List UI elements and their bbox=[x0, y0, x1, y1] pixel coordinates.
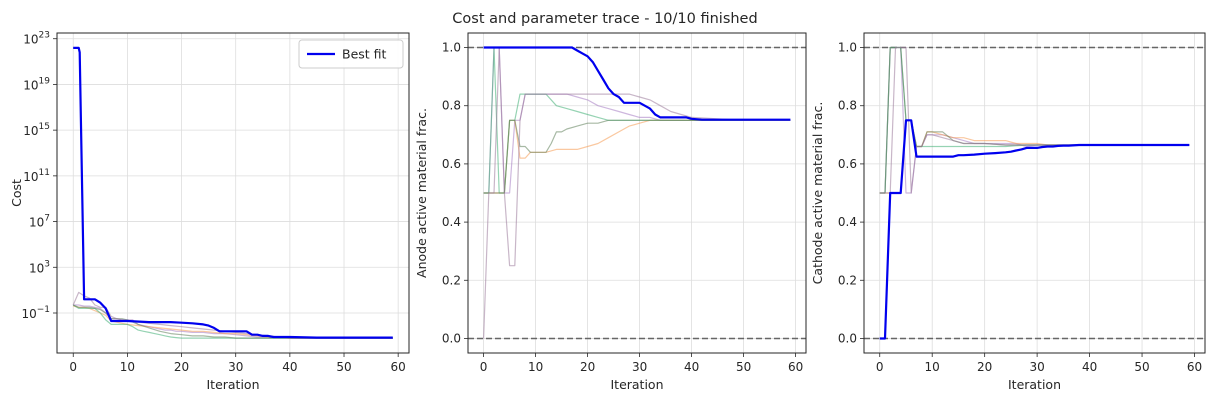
best-fit-line bbox=[879, 119, 1190, 340]
x-tick-label: 20 bbox=[977, 360, 992, 374]
series-group bbox=[72, 46, 393, 339]
x-tick-label: 50 bbox=[736, 360, 751, 374]
x-tick-label: 10 bbox=[925, 360, 940, 374]
x-tick-label: 10 bbox=[528, 360, 543, 374]
y-tick-label: 0.6 bbox=[442, 157, 461, 171]
y-tick-label: 10−1 bbox=[21, 305, 50, 321]
trace-line-mauve bbox=[483, 46, 791, 339]
y-tick-label: 1019 bbox=[23, 76, 50, 92]
x-tick-label: 30 bbox=[632, 360, 647, 374]
x-tick-label: 40 bbox=[1082, 360, 1097, 374]
y-tick-label: 0.2 bbox=[442, 273, 461, 287]
x-tick-label: 20 bbox=[174, 360, 189, 374]
y-tick-label: 1.0 bbox=[442, 41, 461, 55]
axes-frame bbox=[56, 32, 410, 354]
x-tick-label: 50 bbox=[336, 360, 351, 374]
y-tick-label: 1.0 bbox=[838, 41, 857, 55]
legend-box bbox=[298, 39, 404, 69]
y-tick-label: 0.0 bbox=[838, 331, 857, 345]
y-tick-label: 0.4 bbox=[442, 215, 461, 229]
chart-panel-3: 0 10 20 30 40 50 60 0.0 0.2 0.4 0.6 0.8 1.0 Iteration… bbox=[810, 32, 1206, 392]
x-axis-label: Iteration bbox=[206, 377, 259, 392]
x-axis-label: Iteration bbox=[1008, 377, 1061, 392]
x-tick-label: 30 bbox=[228, 360, 243, 374]
axes-frame bbox=[863, 32, 1206, 354]
y-tick-label: 1011 bbox=[23, 168, 50, 184]
y-tick-label: 0.8 bbox=[442, 99, 461, 113]
grid bbox=[57, 33, 409, 353]
y-axis-label: Cathode active material frac. bbox=[810, 102, 825, 285]
trace-line-mauve bbox=[879, 46, 1190, 194]
trace-line-green bbox=[72, 304, 393, 339]
trace-line-olive bbox=[72, 304, 393, 339]
series-group bbox=[483, 46, 791, 339]
chart-panel-2: 0 10 20 30 40 50 60 0.0 0.2 0.4 0.6 0.8 1.0 Iteration… bbox=[414, 32, 807, 392]
x-axis-label: Iteration bbox=[610, 377, 663, 392]
y-axis-label: Anode active material frac. bbox=[414, 108, 429, 278]
y-axis-label: Cost bbox=[9, 179, 24, 207]
x-tick-label: 0 bbox=[69, 360, 77, 374]
legend: Best fit bbox=[298, 39, 404, 69]
y-tick-label: 0.6 bbox=[838, 157, 857, 171]
x-tick-label: 60 bbox=[1187, 360, 1202, 374]
axes-frame bbox=[467, 32, 807, 354]
series-group bbox=[879, 46, 1190, 340]
legend-label: Best fit bbox=[342, 47, 387, 62]
y-tick-label: 1023 bbox=[23, 31, 50, 47]
x-tick-label: 40 bbox=[684, 360, 699, 374]
x-tick-label: 50 bbox=[1134, 360, 1149, 374]
x-tick-label: 0 bbox=[876, 360, 884, 374]
y-tick-label: 0.8 bbox=[838, 99, 857, 113]
best-fit-line bbox=[483, 46, 791, 121]
y-tick-label: 107 bbox=[29, 214, 50, 230]
best-fit-line bbox=[73, 46, 393, 339]
trace-line-olive bbox=[483, 119, 791, 194]
panels: 0 10 20 30 40 50 60 10−1 103 107 1011 1015 1019 1023 I… bbox=[9, 31, 1206, 392]
x-tick-label: 10 bbox=[120, 360, 135, 374]
x-tick-label: 0 bbox=[480, 360, 488, 374]
y-tick-label: 1015 bbox=[23, 122, 50, 138]
x-tick-label: 60 bbox=[788, 360, 803, 374]
x-tick-label: 30 bbox=[1029, 360, 1044, 374]
chart-panel-1: 0 10 20 30 40 50 60 10−1 103 107 1011 1015 1019 1023 I… bbox=[9, 31, 410, 392]
x-tick-label: 60 bbox=[391, 360, 406, 374]
figure-title: Cost and parameter trace - 10/10 finishe… bbox=[452, 11, 757, 27]
y-tick-label: 103 bbox=[29, 259, 50, 275]
x-tick-label: 20 bbox=[580, 360, 595, 374]
y-tick-label: 0.4 bbox=[838, 215, 857, 229]
x-tick-label: 40 bbox=[282, 360, 297, 374]
y-tick-label: 0.2 bbox=[838, 273, 857, 287]
y-tick-label: 0.0 bbox=[442, 331, 461, 345]
